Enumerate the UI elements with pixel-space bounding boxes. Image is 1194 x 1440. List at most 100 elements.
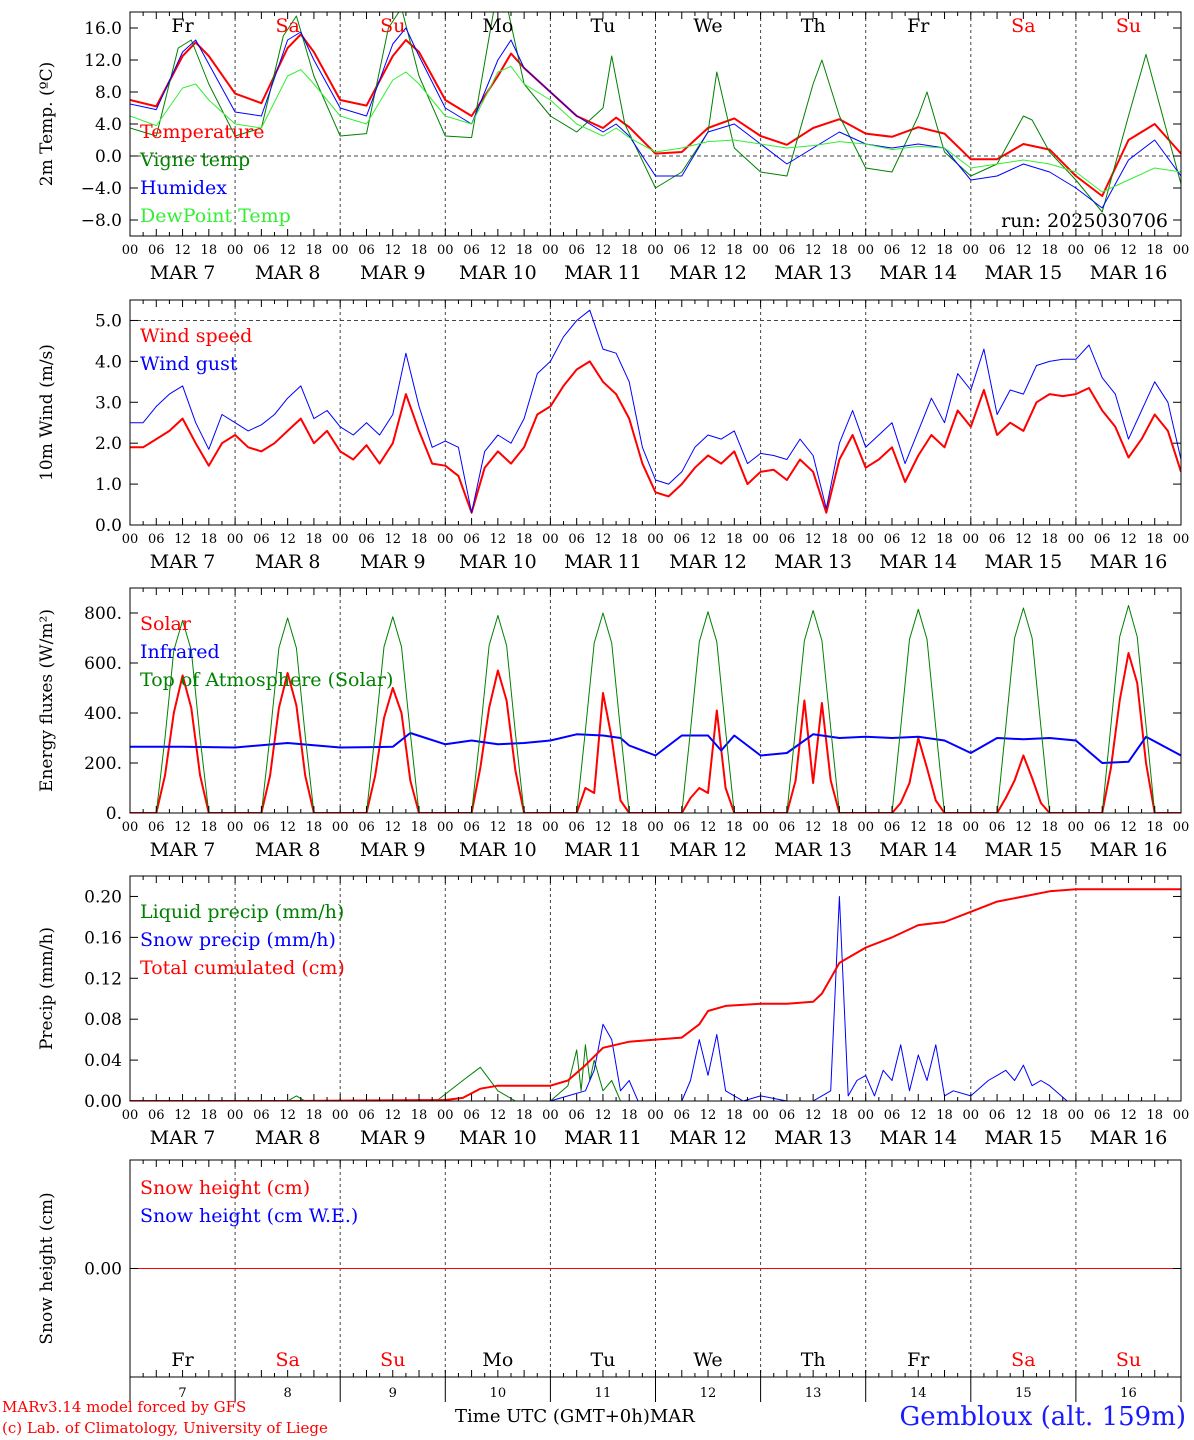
y-tick-label: 0.00: [84, 1260, 122, 1280]
hour-label: 06: [463, 1108, 480, 1123]
hour-label: 06: [1094, 1108, 1111, 1123]
panel-precip: 0.20 0.16 0.12 0.08 0.04 0.00 Precip (mm/h) Liq…: [37, 875, 1189, 1149]
day-of-week-label: Th: [801, 15, 826, 37]
date-label: MAR 12: [669, 262, 747, 284]
hour-label: 06: [779, 820, 796, 835]
day-of-week-label: Fr: [907, 15, 930, 37]
date-label: MAR 7: [150, 551, 216, 573]
date-label: MAR 7: [150, 1127, 216, 1149]
y-tick-label: 0.: [106, 804, 122, 824]
y-tick-label: 4.0: [95, 115, 122, 135]
hour-label: 12: [174, 532, 191, 547]
legend-entry: Liquid precip (mm/h): [140, 901, 344, 923]
hour-label: 18: [831, 243, 848, 258]
hour-label: 18: [936, 820, 953, 835]
legend-entry: DewPoint Temp: [140, 205, 291, 227]
date-label: MAR 9: [360, 839, 426, 861]
plot-frame: [129, 11, 1182, 237]
date-label: MAR 12: [669, 551, 747, 573]
time-axis-title: Time UTC (GMT+0h): [455, 1406, 650, 1427]
hour-label: 00: [437, 532, 454, 547]
hour-label: 00: [647, 1108, 664, 1123]
station-name: Gembloux (alt. 159m): [899, 1402, 1186, 1432]
hour-label: 12: [490, 820, 507, 835]
hour-label: 00: [1068, 820, 1085, 835]
date-label: MAR 7: [150, 839, 216, 861]
hour-label: 06: [989, 820, 1006, 835]
hour-label: 00: [1173, 243, 1190, 258]
date-label: MAR 16: [1090, 839, 1168, 861]
y-tick-label: 0.08: [84, 1010, 122, 1030]
day-of-week-label: Tu: [590, 1349, 615, 1371]
y-tick-label: 0.0: [95, 147, 122, 167]
hour-label: 12: [384, 1108, 401, 1123]
hour-label: 18: [726, 243, 743, 258]
hour-label: 00: [437, 1108, 454, 1123]
hour-label: 00: [752, 1108, 769, 1123]
hour-label: 00: [122, 1108, 139, 1123]
legend-entry: Humidex: [140, 177, 227, 199]
hour-label: 12: [279, 820, 296, 835]
hour-label: 18: [1146, 1108, 1163, 1123]
y-axis-label: 10m Wind (m/s): [37, 344, 57, 481]
date-label: MAR 10: [459, 839, 537, 861]
hour-label: 00: [332, 820, 349, 835]
hour-label: 06: [568, 532, 585, 547]
y-axis-label: Energy fluxes (W/m²): [37, 609, 57, 792]
hour-label: 12: [279, 1108, 296, 1123]
day-of-week-label: We: [693, 15, 722, 37]
y-tick-label: 0.20: [84, 887, 122, 907]
hour-label: 12: [1120, 820, 1137, 835]
hour-label: 00: [1068, 243, 1085, 258]
hour-label: 18: [831, 820, 848, 835]
hour-label: 12: [490, 243, 507, 258]
hour-label: 00: [963, 820, 980, 835]
date-label: MAR 15: [984, 839, 1062, 861]
hour-label: 00: [542, 243, 559, 258]
series-vigne-temp: [130, 12, 1181, 213]
hour-label: 12: [1120, 1108, 1137, 1123]
hour-label: 06: [463, 532, 480, 547]
hour-label: 00: [542, 532, 559, 547]
series-top-of-atmosphere-solar: [130, 605, 1181, 813]
hour-label: 12: [700, 1108, 717, 1123]
hour-label: 18: [621, 820, 638, 835]
date-label: MAR 8: [255, 1127, 321, 1149]
hour-label: 12: [1015, 243, 1032, 258]
series-snow-precip-mm-h: [130, 896, 1181, 1101]
hour-label: 18: [1146, 820, 1163, 835]
y-tick-label: 0.16: [84, 928, 122, 948]
y-axis-label: 2m Temp. (ºC): [37, 62, 57, 187]
y-tick-label: 2.0: [95, 434, 122, 454]
day-number-label: 16: [1120, 1386, 1137, 1401]
date-label: MAR 7: [150, 262, 216, 284]
hour-label: 06: [358, 1108, 375, 1123]
hour-label: 18: [411, 1108, 428, 1123]
date-label: MAR 9: [360, 262, 426, 284]
hour-label: 06: [674, 532, 691, 547]
hour-label: 00: [122, 820, 139, 835]
hour-label: 00: [857, 820, 874, 835]
hour-label: 00: [857, 243, 874, 258]
date-label: MAR 13: [774, 551, 852, 573]
hour-label: 12: [279, 532, 296, 547]
date-label: MAR 10: [459, 551, 537, 573]
day-number-label: 12: [700, 1386, 717, 1401]
hour-label: 00: [227, 243, 244, 258]
hour-label: 06: [463, 243, 480, 258]
hour-label: 00: [963, 243, 980, 258]
day-of-week-label: Sa: [1011, 15, 1035, 37]
model-credit: MARv3.14 model forced by GFS: [2, 1398, 247, 1416]
y-tick-label: −8.0: [81, 211, 122, 231]
day-number-label: 11: [595, 1386, 612, 1401]
hour-label: 06: [884, 820, 901, 835]
date-label: MAR 8: [255, 551, 321, 573]
hour-label: 12: [384, 532, 401, 547]
date-label: MAR 9: [360, 1127, 426, 1149]
hour-label: 12: [490, 532, 507, 547]
legend-entry: Solar: [140, 613, 192, 635]
hour-label: 06: [884, 532, 901, 547]
panel-energy: 800. 600. 400. 200. 0. Energy fluxes (W/m²) So…: [37, 587, 1189, 861]
hour-label: 06: [568, 820, 585, 835]
